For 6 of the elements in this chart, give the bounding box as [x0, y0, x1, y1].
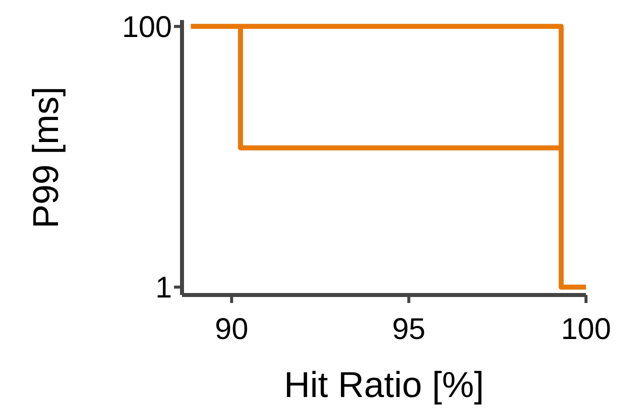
x-tick-label: 90: [214, 313, 248, 346]
y-axis-title: P99 [ms]: [25, 86, 66, 229]
x-tick-label: 95: [392, 313, 426, 346]
y-tick-label: 1: [155, 272, 172, 305]
x-tick-label: 100: [560, 313, 612, 346]
x-axis-title: Hit Ratio [%]: [284, 364, 484, 405]
